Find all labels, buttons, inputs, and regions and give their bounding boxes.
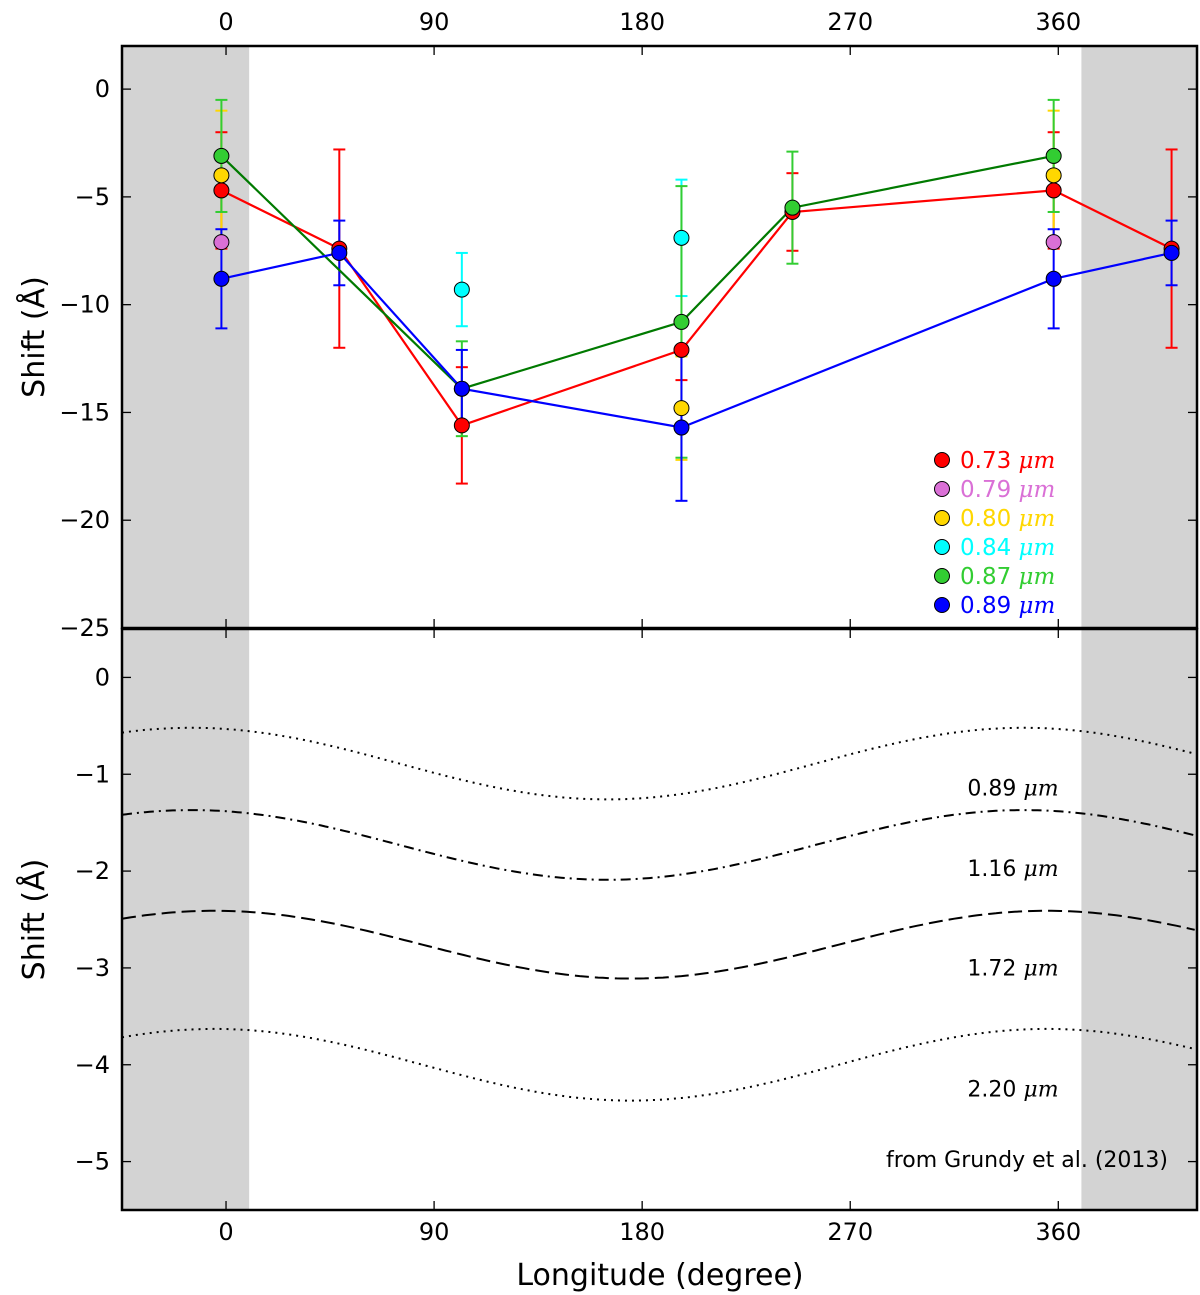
y-tick-label: −5: [75, 1148, 110, 1176]
legend-marker: [934, 539, 950, 555]
x-tick-label: 180: [619, 1218, 665, 1246]
y-tick-label: 0: [95, 75, 110, 103]
series-line-0.87: [220, 154, 1054, 390]
x-tick-label-top: 0: [218, 8, 233, 36]
y-axis-title: Shift (Å): [16, 859, 52, 981]
data-point-0.79: [1045, 234, 1062, 251]
y-tick-label: 0: [95, 663, 110, 691]
data-point-0.89: [1163, 244, 1180, 261]
legend-label: 0.79 μm: [960, 477, 1055, 503]
y-axis-title: Shift (Å): [16, 276, 52, 398]
y-tick-label: −15: [59, 398, 110, 426]
data-point-0.73: [673, 341, 690, 358]
data-point-0.89: [213, 270, 230, 287]
curve-label: 2.20 μm: [967, 1077, 1058, 1102]
data-point-0.89: [453, 380, 470, 397]
x-tick-label-top: 270: [827, 8, 873, 36]
legend-marker: [934, 568, 950, 584]
data-point-0.80: [213, 167, 230, 184]
legend-marker: [934, 597, 950, 613]
x-tick-label: 270: [827, 1218, 873, 1246]
legend-label: 0.80 μm: [960, 506, 1055, 532]
legend-marker: [934, 510, 950, 526]
y-tick-label: −20: [59, 506, 110, 534]
curve-label: 0.89 μm: [967, 776, 1058, 801]
x-tick-label-top: 90: [419, 8, 450, 36]
data-point-0.89: [1045, 270, 1062, 287]
source-annotation: from Grundy et al. (2013): [886, 1148, 1168, 1173]
data-point-0.73: [453, 417, 470, 434]
data-point-0.87: [1045, 147, 1062, 164]
legend-label: 0.87 μm: [960, 564, 1055, 590]
model-curve-1.16: [121, 809, 1195, 881]
legend: 0.73 μm 0.79 μm 0.80 μm 0.84 μm 0.87 μm 0.89 …: [934, 448, 1055, 619]
legend-marker: [934, 452, 950, 468]
data-point-0.80: [1045, 167, 1062, 184]
shaded-region-0: [122, 46, 250, 628]
axes-frame: [120, 627, 1199, 1212]
x-tick-label-top: 180: [619, 8, 665, 36]
top-panel: 0 −5 −10 −15 −20 −25 0 90 180 270 360 Shift (Å) 0.73…: [16, 8, 1199, 642]
y-tick-label: −4: [75, 1051, 110, 1079]
model-curve-1.72: [121, 909, 1195, 980]
y-tick-label: −1: [75, 760, 110, 788]
data-point-0.87: [213, 147, 230, 164]
x-tick-label: 360: [1035, 1218, 1081, 1246]
data-point-0.84: [453, 281, 470, 298]
data-point-0.87: [784, 199, 801, 216]
curve-label: 1.72 μm: [967, 956, 1058, 981]
series-line-0.89: [221, 251, 1172, 429]
curve-label: 1.16 μm: [967, 857, 1058, 882]
shaded-region-0: [122, 629, 250, 1210]
y-tick-label: −5: [75, 183, 110, 211]
bottom-panel: 0 −1 −2 −3 −4 −5 0 90 180 270 360 Shift (Å) 0.89 μm 1…: [16, 627, 1199, 1246]
data-point-0.89: [673, 419, 690, 436]
x-tick-label-top: 360: [1035, 8, 1081, 36]
y-tick-label: −2: [75, 857, 110, 885]
legend-label: 0.73 μm: [960, 448, 1055, 474]
shaded-region-1: [1081, 46, 1197, 628]
x-tick-label: 90: [419, 1218, 450, 1246]
data-point-0.80: [673, 400, 690, 417]
data-point-0.84: [673, 229, 690, 246]
x-axis-title: Longitude (degree): [516, 1258, 803, 1293]
data-point-0.73: [213, 182, 230, 199]
data-point-0.79: [213, 234, 230, 251]
data-point-0.87: [673, 313, 690, 330]
x-tick-label: 0: [218, 1218, 233, 1246]
legend-marker: [934, 481, 950, 497]
y-tick-label: −3: [75, 954, 110, 982]
legend-label: 0.89 μm: [960, 593, 1055, 619]
data-point-0.73: [1045, 182, 1062, 199]
data-point-0.89: [331, 244, 348, 261]
y-tick-label: −10: [59, 291, 110, 319]
y-tick-label: −25: [59, 614, 110, 642]
legend-label: 0.84 μm: [960, 535, 1055, 561]
series-layer: [213, 98, 1180, 502]
